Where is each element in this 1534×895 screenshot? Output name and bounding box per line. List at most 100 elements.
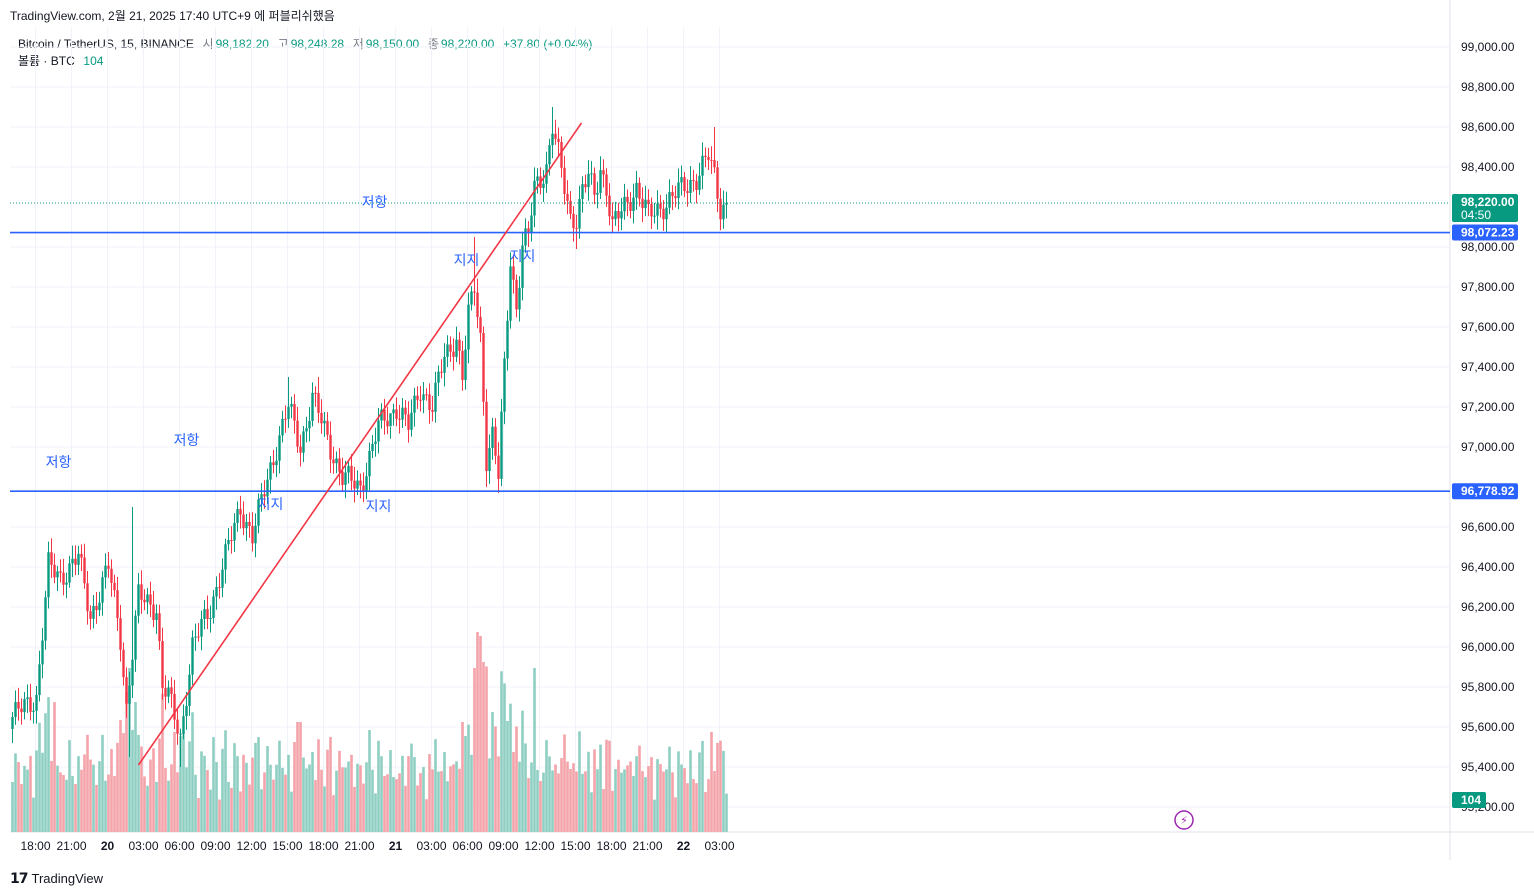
candle-body	[692, 179, 695, 182]
volume-bar	[206, 770, 209, 832]
time-tick-label: 21:00	[56, 839, 86, 853]
candle-body	[209, 618, 212, 620]
candle-body	[671, 192, 674, 197]
candle-body	[65, 582, 68, 585]
volume-bar	[689, 750, 692, 832]
candle-body	[395, 409, 398, 419]
candle-body	[56, 571, 59, 578]
volume-bar	[608, 740, 611, 832]
annotation-label: 지지	[510, 249, 536, 265]
volume-bar	[77, 756, 80, 832]
candle-body	[215, 587, 218, 597]
volume-bar	[533, 668, 536, 832]
volume-bar	[296, 722, 299, 832]
volume-bar	[725, 793, 728, 832]
volume-bar	[227, 781, 230, 832]
candle-body	[428, 394, 431, 410]
volume-bar	[656, 759, 659, 832]
volume-bar	[461, 722, 464, 832]
candle-body	[41, 640, 44, 665]
candle-body	[452, 351, 455, 357]
volume-bar	[29, 755, 32, 832]
candle-body	[131, 659, 134, 686]
volume-bar	[710, 732, 713, 832]
candle-body	[338, 458, 341, 472]
volume-bar	[269, 764, 272, 832]
price-tick-label: 97,400.00	[1461, 360, 1515, 374]
candle-body	[317, 393, 320, 413]
volume-bar	[722, 750, 725, 832]
volume-value: 104	[83, 54, 104, 68]
volume-bar	[71, 776, 74, 832]
candle-body	[590, 173, 593, 175]
price-tick-label: 97,800.00	[1461, 280, 1515, 294]
candle-body	[284, 418, 287, 420]
candle-body	[233, 522, 236, 541]
volume-bar	[428, 754, 431, 832]
volume-bar	[89, 759, 92, 832]
candle-body	[332, 459, 335, 464]
candle-body	[635, 182, 638, 198]
candle-body	[107, 565, 110, 569]
volume-bar	[74, 784, 77, 832]
candle-body	[536, 176, 539, 181]
candle-body	[566, 193, 569, 201]
candle-body	[326, 420, 329, 435]
volume-bar	[500, 671, 503, 832]
candle-body	[500, 411, 503, 479]
volume-bar	[161, 693, 164, 832]
volume-bar	[209, 789, 212, 832]
candle-body	[347, 465, 350, 473]
volume-bar	[605, 739, 608, 832]
volume-bar	[425, 799, 428, 832]
candle-body	[506, 320, 509, 359]
volume-bar	[188, 741, 191, 832]
candle-body	[683, 177, 686, 192]
candle-body	[668, 192, 671, 208]
candle-body	[407, 414, 410, 430]
volume-bar	[650, 757, 653, 832]
volume-label[interactable]: 볼륨 · BTC	[18, 54, 75, 68]
candle-body	[263, 494, 266, 497]
candle-body	[383, 409, 386, 421]
volume-bar	[581, 773, 584, 832]
candle-body	[221, 569, 224, 588]
candle-body	[77, 553, 80, 565]
candle-body	[662, 208, 665, 220]
annotation-label: 지지	[454, 253, 480, 269]
candle-body	[380, 409, 383, 421]
volume-bar	[137, 734, 140, 832]
time-axis: 18:00 21:00 20 03:00 06:00 09:00 12:00 15:00 18:…	[20, 839, 734, 853]
candle-body	[557, 138, 560, 143]
candle-body	[401, 407, 404, 420]
candle-body	[515, 279, 518, 310]
volume-bar	[47, 697, 50, 832]
candle-body	[149, 594, 152, 605]
candle-body	[101, 577, 104, 603]
close-label: 종	[427, 37, 439, 51]
volume-bar	[302, 757, 305, 832]
brand-name: TradingView	[31, 871, 104, 886]
candle-body	[83, 557, 86, 584]
price-tick-label: 98,600.00	[1461, 120, 1515, 134]
volume-bar	[230, 787, 233, 832]
volume-bar	[125, 692, 128, 832]
candle-body	[353, 480, 356, 489]
candle-body	[104, 565, 107, 578]
volume-bar	[380, 756, 383, 832]
volume-bar	[104, 780, 107, 832]
volume-bar	[266, 746, 269, 832]
low-label: 저	[352, 37, 364, 51]
time-tick-label: 06:00	[452, 839, 482, 853]
candle-body	[299, 446, 302, 453]
volume-bar	[176, 772, 179, 832]
volume-bar	[584, 771, 587, 832]
volume-bar	[140, 746, 143, 832]
candle-body	[314, 392, 317, 394]
volume-bar	[212, 737, 215, 832]
volume-bar	[692, 779, 695, 832]
volume-bar	[560, 758, 563, 832]
volume-bar	[386, 774, 389, 832]
uptrend-line	[137, 122, 583, 766]
